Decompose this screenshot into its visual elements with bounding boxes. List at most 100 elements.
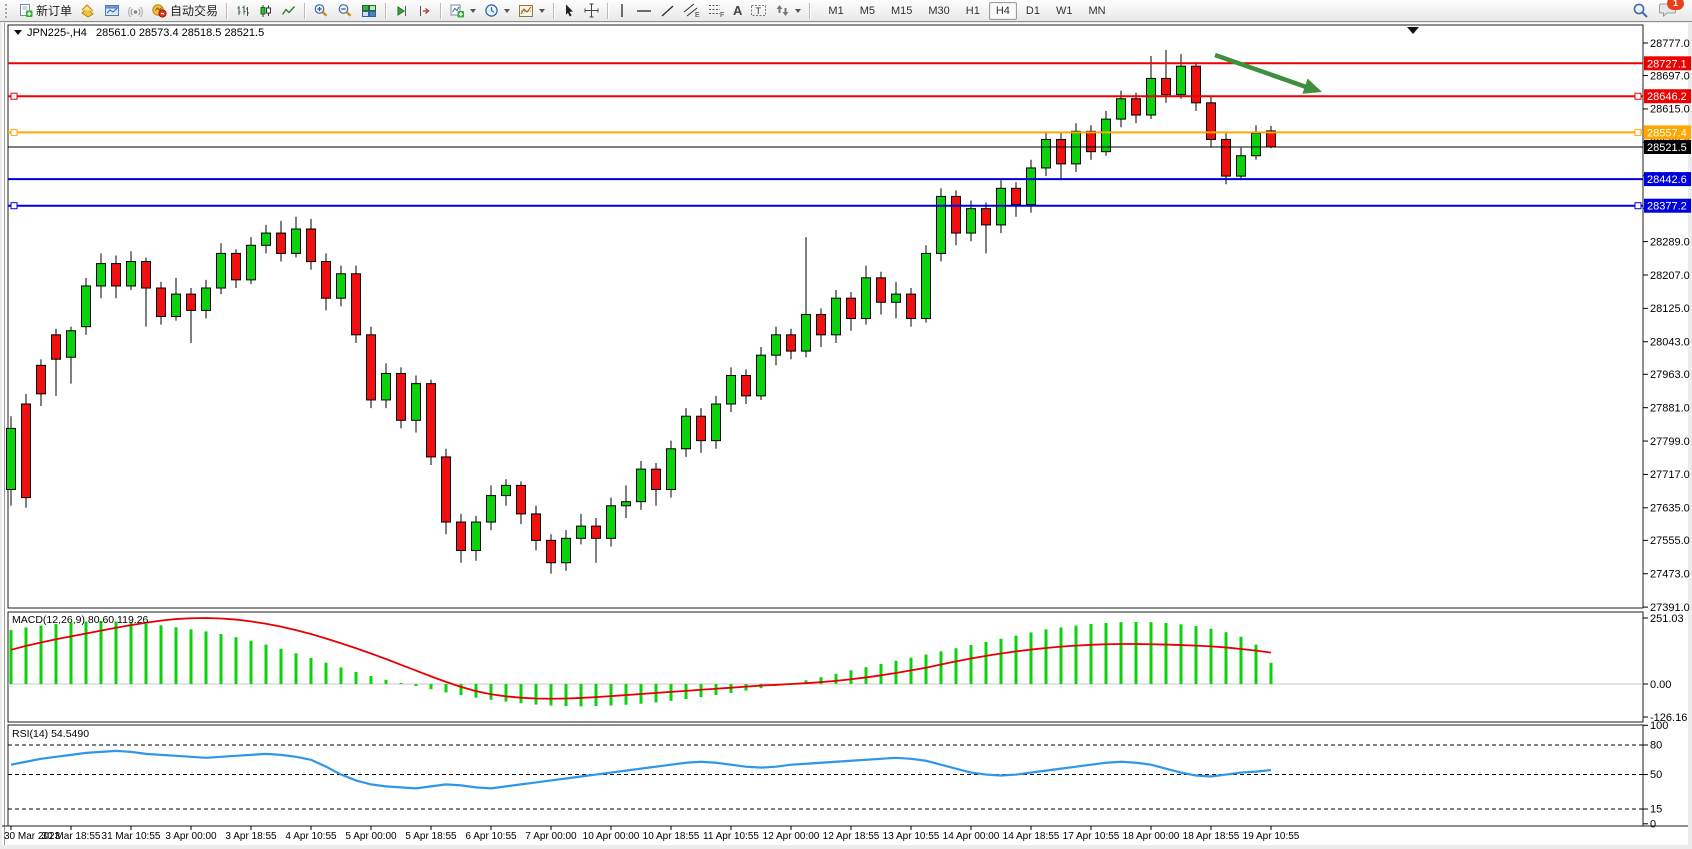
chart-shift-marker[interactable] — [1407, 27, 1419, 34]
price-tick-label: 28777.0 — [1650, 38, 1690, 50]
bull-candle-body — [1251, 132, 1261, 157]
auto-scroll-button[interactable] — [390, 0, 413, 21]
bear-candle-body — [1011, 187, 1021, 206]
toolbar-drag-handle[interactable] — [5, 3, 11, 18]
time-tick-label: 10 Apr 00:00 — [583, 831, 640, 842]
zoom-in-button[interactable] — [309, 0, 333, 21]
tile-windows-button[interactable] — [357, 0, 381, 21]
line-anchor[interactable] — [10, 128, 18, 136]
candlestick-type-button[interactable] — [254, 0, 277, 21]
macd-tick-label: -126.16 — [1650, 712, 1687, 724]
bull-candle-body — [861, 277, 871, 320]
timeframe-D1[interactable]: D1 — [1025, 4, 1040, 17]
text-label-tool[interactable]: T — [746, 0, 771, 21]
cursor-button[interactable] — [558, 0, 580, 21]
new-order-button[interactable]: 新订单 — [14, 0, 76, 21]
text-tool[interactable]: A — [729, 0, 746, 21]
bear-candle-body — [816, 313, 826, 336]
candle — [381, 363, 391, 409]
rsi-tick-label: 80 — [1650, 740, 1662, 752]
line-anchor[interactable] — [1634, 202, 1642, 210]
search-icon[interactable] — [1632, 2, 1649, 19]
charts-button[interactable] — [76, 0, 100, 21]
notifications-button[interactable]: 1 — [1659, 0, 1684, 21]
time-tick-label: 3 Apr 00:00 — [165, 831, 217, 842]
line-anchor[interactable] — [10, 202, 18, 210]
bull-candle-body — [726, 375, 736, 405]
bear-candle-body — [396, 372, 406, 421]
fibonacci-icon: F — [709, 5, 724, 18]
timeframe-M5[interactable]: M5 — [859, 4, 875, 17]
line-anchor[interactable] — [10, 92, 18, 100]
bull-candle-body — [636, 468, 646, 503]
candle — [696, 408, 706, 453]
candle — [756, 347, 766, 400]
bar-chart-type-button[interactable] — [231, 0, 254, 21]
price-tick-label: 28697.0 — [1650, 70, 1690, 82]
line-chart-icon — [281, 5, 296, 15]
line-anchor[interactable] — [1634, 128, 1642, 136]
candlestick-icon — [260, 4, 272, 17]
price-line-label-box — [1644, 139, 1691, 154]
autotrade-button[interactable]: 自动交易 — [147, 0, 222, 21]
periods-button[interactable] — [480, 0, 514, 21]
symbol-ohlc-label: JPN225-,H4 28561.0 28573.4 28518.5 28521.… — [14, 27, 264, 39]
line-chart-type-button[interactable] — [277, 0, 300, 21]
arrows-tool[interactable] — [771, 0, 805, 21]
indicators-button[interactable] — [445, 0, 480, 21]
timeframe-M1[interactable]: M1 — [828, 4, 844, 17]
candle — [411, 375, 421, 433]
timeframe-M15[interactable]: M15 — [890, 4, 913, 17]
chart-shift-button[interactable] — [413, 0, 436, 21]
chart-background — [2, 23, 1688, 845]
candle — [846, 292, 856, 331]
price-line-label-box — [1644, 125, 1691, 140]
chart-window[interactable]: 28777.028697.028615.028533.028451.028371… — [0, 22, 1692, 849]
crosshair-button[interactable] — [580, 0, 603, 21]
candle — [1236, 147, 1246, 181]
equidistant-channel-tool[interactable]: E — [679, 0, 704, 21]
candle — [96, 253, 106, 299]
bear-candle-body — [516, 484, 526, 515]
symbol-dropdown-icon[interactable] — [14, 30, 22, 35]
candle — [711, 395, 721, 449]
timeframe-H1[interactable]: H1 — [965, 4, 980, 17]
candlesticks — [6, 49, 1276, 574]
time-tick-label: 12 Apr 00:00 — [763, 831, 820, 842]
time-tick-label: 14 Apr 00:00 — [943, 831, 1000, 842]
trendline-tool[interactable] — [656, 0, 679, 21]
bull-candle-body — [891, 293, 901, 303]
candle — [36, 359, 46, 407]
bear-candle-body — [186, 293, 196, 311]
candle — [1221, 133, 1231, 185]
vertical-line-tool[interactable] — [612, 0, 632, 21]
bear-candle-body — [426, 383, 436, 458]
bull-candle-body — [621, 501, 631, 507]
fibonacci-tool[interactable]: F — [704, 0, 729, 21]
bull-candle-body — [831, 297, 841, 336]
market-window-button[interactable] — [100, 0, 124, 21]
candle — [186, 288, 196, 343]
bull-candle-body — [171, 293, 181, 318]
bull-candle-body — [1176, 65, 1186, 96]
candle — [261, 224, 271, 254]
timeframe-M30[interactable]: M30 — [928, 4, 950, 17]
candle — [441, 448, 451, 535]
bull-candle-body — [471, 521, 481, 552]
trend-arrow-annotation[interactable] — [1214, 52, 1322, 94]
templates-button[interactable] — [514, 0, 549, 21]
zoom-out-button[interactable] — [333, 0, 357, 21]
bull-candle-body — [291, 228, 301, 254]
timeframe-W1[interactable]: W1 — [1055, 4, 1073, 17]
timeframe-H4[interactable]: H4 — [988, 1, 1017, 20]
line-anchor[interactable] — [1634, 92, 1642, 100]
timeframe-MN[interactable]: MN — [1088, 4, 1106, 17]
price-line-label: 28442.6 — [1647, 174, 1687, 186]
horizontal-line-tool[interactable] — [632, 0, 656, 21]
signal-button[interactable] — [124, 0, 147, 21]
candle — [726, 367, 736, 413]
bull-candle-body — [96, 263, 106, 287]
candle — [276, 220, 286, 262]
bear-candle-body — [36, 364, 46, 395]
bull-candle-body — [1041, 138, 1051, 169]
